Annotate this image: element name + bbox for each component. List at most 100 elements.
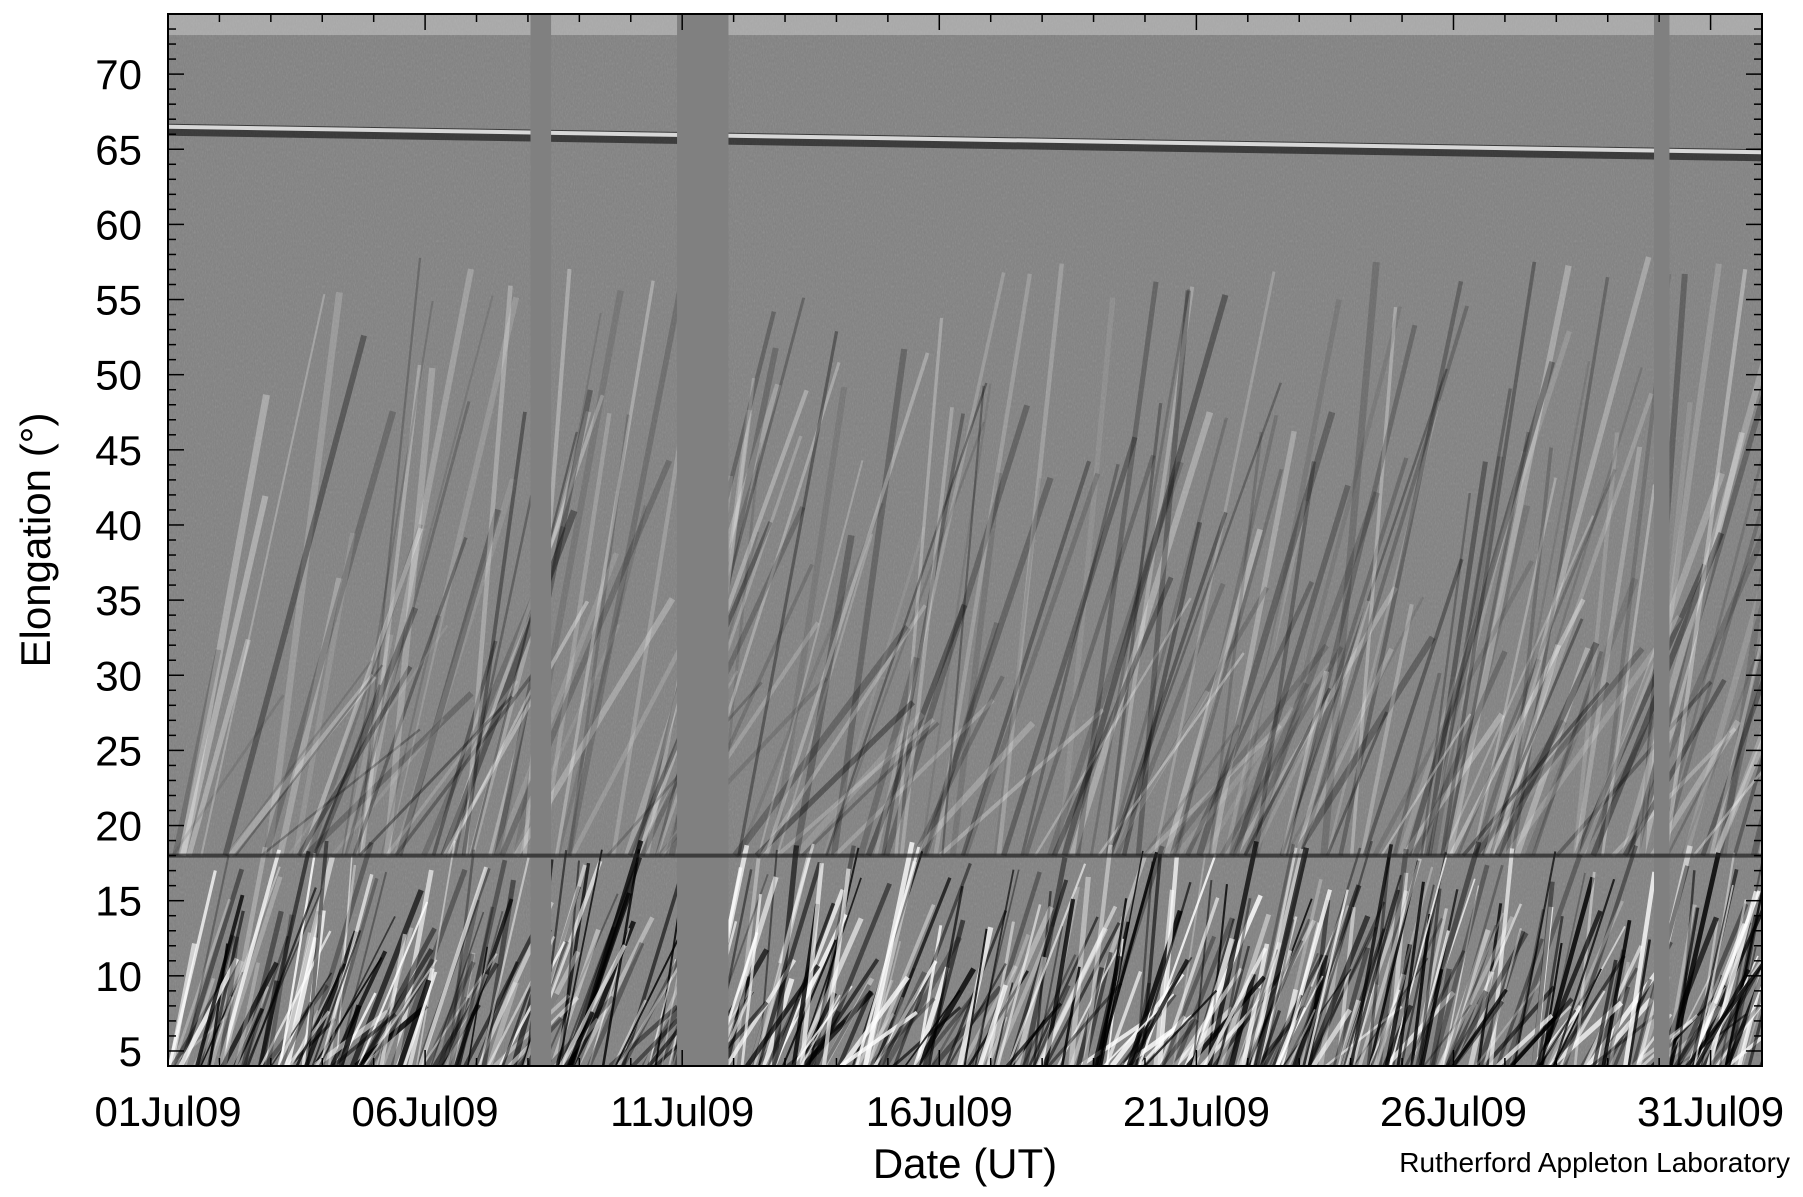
outer-streak — [354, 268, 475, 857]
inner-streak — [1302, 954, 1329, 1066]
inner-streak — [1376, 848, 1409, 1066]
outer-streak — [1732, 753, 1762, 857]
bright-band-feature — [168, 14, 1762, 162]
inner-streak — [1143, 989, 1218, 1066]
inner-streak — [1292, 847, 1362, 1066]
inner-streak — [971, 869, 1020, 1066]
inner-streak — [1160, 935, 1217, 1066]
outer-streak — [1446, 265, 1572, 857]
inner-streak — [318, 916, 396, 1066]
outer-streak — [393, 477, 517, 857]
x-axis-title: Date (UT) — [873, 1140, 1057, 1187]
inner-streak — [221, 961, 279, 1066]
inner-streak — [1280, 922, 1320, 1066]
x-tick-label: 01Jul09 — [94, 1088, 241, 1135]
inner-streak — [1138, 854, 1217, 1066]
inner-streak — [195, 894, 245, 1066]
outer-streak — [1700, 677, 1762, 857]
y-tick-label: 20 — [95, 803, 142, 850]
inner-streak — [1440, 929, 1491, 1066]
inner-streak — [1368, 989, 1401, 1066]
outer-streak — [938, 708, 1105, 858]
outer-streak — [1472, 477, 1557, 856]
inner-streak — [922, 919, 966, 1066]
outer-streak — [775, 717, 935, 858]
inner-streak — [390, 868, 468, 1066]
outer-streak — [899, 406, 954, 856]
inner-streak — [755, 861, 823, 1066]
outer-streak — [1243, 491, 1381, 857]
inner-streak — [648, 959, 677, 1066]
outer-streak — [331, 717, 445, 857]
outer-streak — [171, 694, 285, 857]
data-gaps — [530, 14, 1670, 1066]
outer-streak — [1555, 680, 1713, 857]
outer-streak — [757, 460, 864, 856]
inner-streak — [266, 914, 294, 1066]
inner-streak — [1586, 971, 1659, 1066]
inner-streak — [1172, 917, 1235, 1066]
outer-streak — [1397, 330, 1572, 857]
outer-streak — [431, 640, 498, 857]
outer-streak — [1443, 431, 1530, 856]
outer-streak — [264, 291, 343, 857]
inner-streak — [1734, 963, 1762, 1066]
outer-streak — [960, 460, 1092, 857]
outer-streak — [1279, 457, 1409, 857]
outer-streak — [341, 300, 434, 856]
inner-streak — [311, 930, 362, 1066]
inner-streak — [1513, 851, 1557, 1066]
band-bright — [168, 124, 1762, 155]
outer-streak — [1510, 276, 1610, 856]
outer-streak — [732, 625, 911, 858]
inner-streak — [601, 848, 641, 1066]
outer-streak — [1282, 324, 1418, 857]
inner-streak — [865, 903, 936, 1066]
outer-streak — [1107, 286, 1195, 856]
outer-streak — [1428, 388, 1512, 856]
inner-streak — [381, 983, 415, 1066]
outer-streak — [1472, 719, 1567, 858]
inner-streak — [178, 957, 240, 1066]
inner-streak — [1451, 988, 1508, 1066]
outer-streak — [1121, 521, 1203, 857]
outer-streak — [494, 552, 620, 857]
outer-streak — [1097, 652, 1245, 857]
outer-streak — [1692, 769, 1762, 857]
inner-streak — [1737, 968, 1762, 1066]
outer-streak — [1633, 263, 1722, 857]
inner-streak — [1552, 878, 1616, 1066]
inner-streak — [458, 910, 504, 1066]
credit-label: Rutherford Appleton Laboratory — [1399, 1147, 1790, 1178]
outer-streak — [1483, 256, 1652, 857]
y-tick-label: 15 — [95, 878, 142, 925]
outer-streak — [912, 675, 1005, 857]
inner-streak — [1366, 856, 1391, 1066]
inner-streak — [839, 1010, 919, 1066]
inner-streak — [1212, 970, 1284, 1066]
inner-camera-streaks — [168, 839, 1762, 1066]
outer-streak — [556, 504, 648, 857]
inner-streak — [1022, 857, 1068, 1066]
inner-streak — [878, 971, 928, 1066]
outer-streak — [300, 527, 423, 857]
inner-streak — [1283, 998, 1320, 1066]
outer-streak — [1405, 361, 1555, 857]
inner-streak — [234, 985, 270, 1066]
inner-streak — [1253, 847, 1310, 1066]
inner-streak — [438, 899, 480, 1066]
y-tick-label: 45 — [95, 427, 142, 474]
inner-streak — [168, 870, 217, 1066]
outer-streak — [1108, 586, 1270, 857]
outer-streak — [358, 695, 514, 857]
inner-streak — [393, 869, 434, 1066]
outer-streak — [260, 728, 421, 857]
outer-streak — [1057, 297, 1116, 856]
inner-streak — [1308, 901, 1386, 1066]
y-tick-label: 35 — [95, 577, 142, 624]
outer-streak — [441, 394, 605, 857]
inner-streak — [542, 893, 619, 1066]
inner-streak — [877, 967, 915, 1066]
x-axis-ticks — [167, 14, 1763, 1066]
inner-streak — [1664, 904, 1697, 1066]
